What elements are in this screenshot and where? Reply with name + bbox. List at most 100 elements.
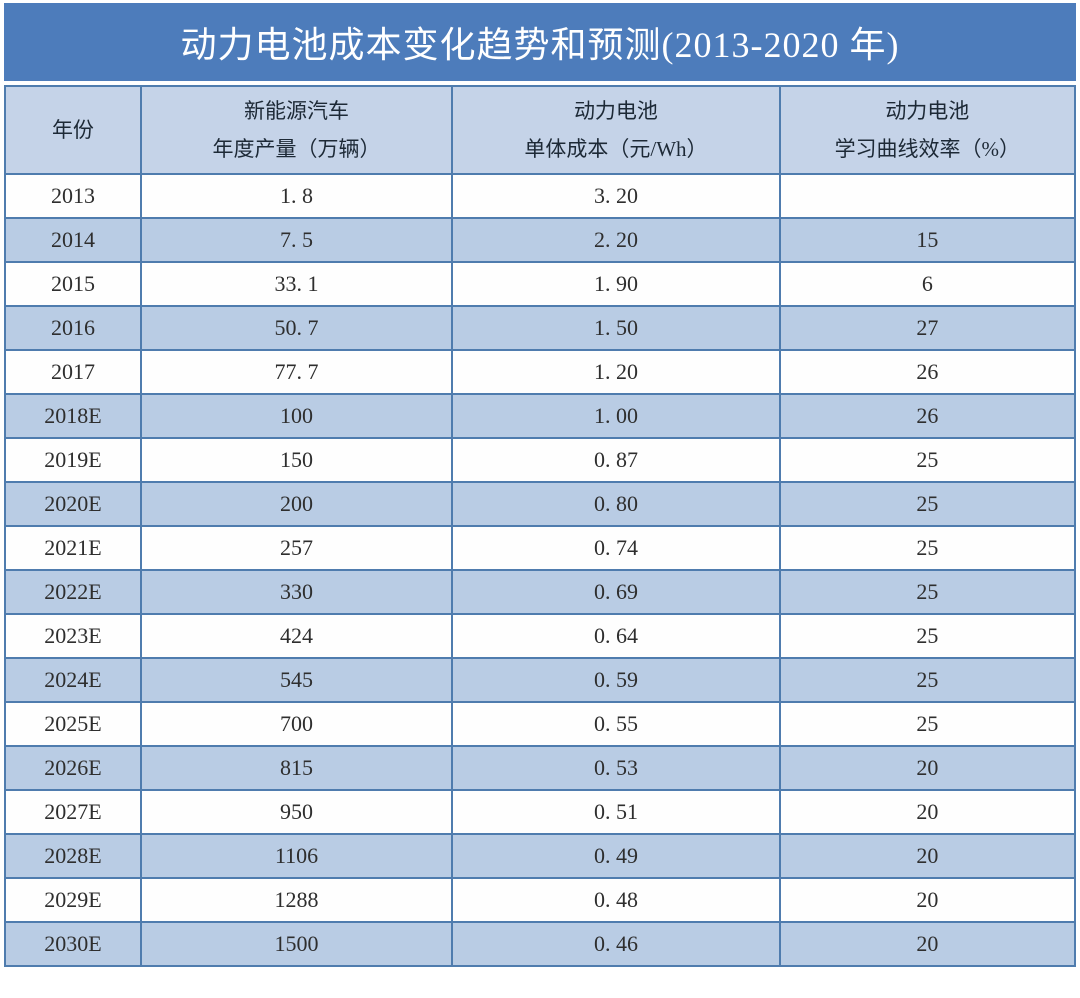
cell-efficiency: 20: [778, 789, 1077, 835]
table-row: 2025E 700 0. 55 25: [4, 701, 1077, 747]
cell-production: 50. 7: [139, 305, 454, 351]
cell-year: 2014: [4, 217, 142, 263]
cell-cost: 0. 49: [451, 833, 781, 879]
table-row: 2016 50. 7 1. 50 27: [4, 305, 1077, 351]
table-row: 2015 33. 1 1. 90 6: [4, 261, 1077, 307]
cell-efficiency: 6: [778, 261, 1077, 307]
col-header-efficiency-line2: 学习曲线效率（%）: [834, 136, 1021, 161]
title-bar: 动力电池成本变化趋势和预测(2013-2020 年): [4, 3, 1076, 81]
cell-year: 2022E: [4, 569, 142, 615]
cell-production: 7. 5: [139, 217, 454, 263]
cell-cost: 0. 87: [451, 437, 781, 483]
cell-cost: 0. 53: [451, 745, 781, 791]
table-row: 2027E 950 0. 51 20: [4, 789, 1077, 835]
cell-production: 950: [139, 789, 454, 835]
cell-year: 2020E: [4, 481, 142, 527]
cell-production: 1. 8: [139, 173, 454, 219]
cell-production: 33. 1: [139, 261, 454, 307]
cell-production: 330: [139, 569, 454, 615]
cell-year: 2017: [4, 349, 142, 395]
cell-cost: 0. 80: [451, 481, 781, 527]
cell-year: 2021E: [4, 525, 142, 571]
data-table: 年份 新能源汽车 年度产量（万辆） 动力电池 单体成本（元/Wh） 动力电池 学…: [4, 85, 1077, 967]
table-row: 2019E 150 0. 87 25: [4, 437, 1077, 483]
cell-production: 200: [139, 481, 454, 527]
cell-year: 2028E: [4, 833, 142, 879]
cell-production: 815: [139, 745, 454, 791]
cell-year: 2019E: [4, 437, 142, 483]
table-row: 2030E 1500 0. 46 20: [4, 921, 1077, 967]
cell-efficiency: 27: [778, 305, 1077, 351]
cell-year: 2026E: [4, 745, 142, 791]
cell-year: 2024E: [4, 657, 142, 703]
page-title: 动力电池成本变化趋势和预测(2013-2020 年): [180, 25, 900, 65]
col-header-efficiency: 动力电池 学习曲线效率（%）: [778, 85, 1077, 175]
cell-production: 77. 7: [139, 349, 454, 395]
table-row: 2020E 200 0. 80 25: [4, 481, 1077, 527]
cell-efficiency: 25: [778, 569, 1077, 615]
col-header-production: 新能源汽车 年度产量（万辆）: [139, 85, 454, 175]
cell-production: 150: [139, 437, 454, 483]
table-row: 2021E 257 0. 74 25: [4, 525, 1077, 571]
cell-year: 2013: [4, 173, 142, 219]
cell-year: 2023E: [4, 613, 142, 659]
cell-cost: 0. 64: [451, 613, 781, 659]
cell-efficiency: 20: [778, 877, 1077, 923]
cell-year: 2029E: [4, 877, 142, 923]
table-row: 2014 7. 5 2. 20 15: [4, 217, 1077, 263]
header-row: 年份 新能源汽车 年度产量（万辆） 动力电池 单体成本（元/Wh） 动力电池 学…: [4, 85, 1077, 175]
cell-efficiency: 26: [778, 393, 1077, 439]
cell-cost: 1. 00: [451, 393, 781, 439]
cell-production: 700: [139, 701, 454, 747]
cell-cost: 0. 55: [451, 701, 781, 747]
col-header-production-line2: 年度产量（万辆）: [212, 136, 381, 161]
cell-cost: 2. 20: [451, 217, 781, 263]
table-row: 2013 1. 8 3. 20: [4, 173, 1077, 219]
cell-cost: 0. 46: [451, 921, 781, 967]
cell-production: 1106: [139, 833, 454, 879]
cell-efficiency: 15: [778, 217, 1077, 263]
col-header-cost-line1: 动力电池: [573, 98, 658, 123]
table-row: 2029E 1288 0. 48 20: [4, 877, 1077, 923]
col-header-year-label: 年份: [51, 117, 94, 142]
col-header-efficiency-line1: 动力电池: [885, 98, 970, 123]
cell-year: 2030E: [4, 921, 142, 967]
cell-production: 1500: [139, 921, 454, 967]
cell-efficiency: 25: [778, 437, 1077, 483]
cell-efficiency: 20: [778, 745, 1077, 791]
cell-cost: 0. 51: [451, 789, 781, 835]
cell-efficiency: 25: [778, 701, 1077, 747]
cell-cost: 0. 74: [451, 525, 781, 571]
cell-production: 545: [139, 657, 454, 703]
col-header-cost: 动力电池 单体成本（元/Wh）: [451, 85, 781, 175]
cell-efficiency: 25: [778, 613, 1077, 659]
cell-cost: 1. 90: [451, 261, 781, 307]
table-row: 2022E 330 0. 69 25: [4, 569, 1077, 615]
cell-cost: 1. 20: [451, 349, 781, 395]
cell-efficiency: 20: [778, 921, 1077, 967]
table-frame: 动力电池成本变化趋势和预测(2013-2020 年) 年份 新能源汽车 年度产量…: [4, 0, 1077, 967]
cell-efficiency: 20: [778, 833, 1077, 879]
cell-production: 257: [139, 525, 454, 571]
col-header-cost-line2: 单体成本（元/Wh）: [524, 136, 708, 161]
cell-year: 2018E: [4, 393, 142, 439]
cell-efficiency: 25: [778, 525, 1077, 571]
cell-efficiency: 25: [778, 481, 1077, 527]
table-body: 2013 1. 8 3. 20 2014 7. 5 2. 20 15 2015 33. 1 1. …: [4, 173, 1077, 967]
cell-cost: 0. 59: [451, 657, 781, 703]
table-row: 2018E 100 1. 00 26: [4, 393, 1077, 439]
table-row: 2024E 545 0. 59 25: [4, 657, 1077, 703]
cell-efficiency: [778, 173, 1077, 219]
cell-production: 100: [139, 393, 454, 439]
col-header-production-line1: 新能源汽车: [244, 98, 350, 123]
table-row: 2023E 424 0. 64 25: [4, 613, 1077, 659]
table-row: 2028E 1106 0. 49 20: [4, 833, 1077, 879]
cell-year: 2016: [4, 305, 142, 351]
cell-year: 2015: [4, 261, 142, 307]
col-header-year: 年份: [4, 85, 142, 175]
cell-production: 1288: [139, 877, 454, 923]
table-row: 2026E 815 0. 53 20: [4, 745, 1077, 791]
cell-year: 2025E: [4, 701, 142, 747]
cell-cost: 0. 48: [451, 877, 781, 923]
cell-cost: 0. 69: [451, 569, 781, 615]
